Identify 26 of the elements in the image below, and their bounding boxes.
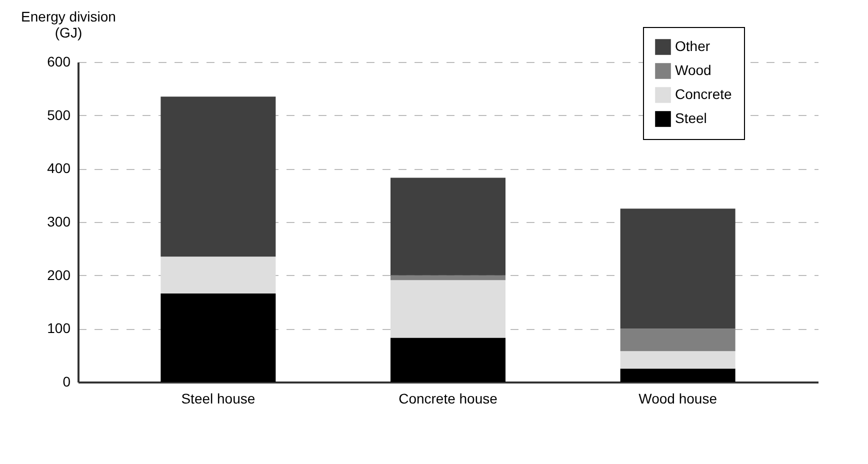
y-tick-label: 600: [47, 54, 71, 70]
bar: [390, 275, 506, 280]
legend-label: Steel: [675, 110, 707, 126]
y-tick-label: 200: [47, 266, 71, 283]
x-tick-label: Steel house: [181, 390, 256, 406]
legend-label: Concrete: [675, 86, 732, 102]
bar: [390, 178, 506, 276]
y-tick-label: 400: [47, 160, 71, 176]
y-tick-label: 500: [47, 106, 71, 123]
bar: [160, 256, 276, 294]
y-tick-label: 0: [62, 374, 71, 390]
x-tick-label: Concrete house: [398, 390, 498, 406]
y-axis-title: Energy division (GJ): [21, 8, 116, 40]
bar: [620, 351, 736, 369]
bar: [160, 96, 276, 257]
bar: [620, 208, 736, 329]
legend-label: Other: [675, 38, 710, 54]
bar: [160, 293, 276, 382]
y-tick-label: 100: [47, 320, 71, 336]
x-tick-label: Wood house: [638, 390, 718, 406]
legend-label: Wood: [675, 62, 712, 78]
y-tick-label: 300: [47, 214, 71, 230]
bar: [620, 368, 736, 382]
bar: [620, 328, 736, 352]
bar: [390, 280, 506, 338]
bar: [390, 338, 506, 382]
